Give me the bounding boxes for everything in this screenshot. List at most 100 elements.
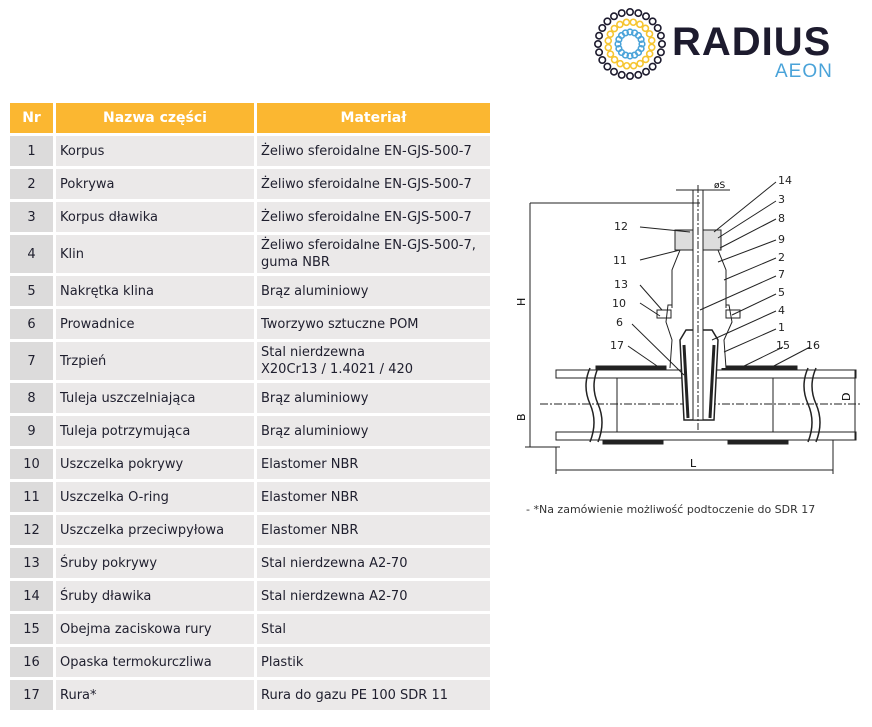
part-material: Elastomer NBR bbox=[257, 449, 490, 479]
logo-ring-dot bbox=[604, 36, 613, 45]
table-header: Nr Nazwa części Materiał bbox=[10, 103, 490, 133]
part-name: Uszczelka pokrywy bbox=[56, 449, 254, 479]
logo-ring-dot bbox=[629, 18, 638, 27]
part-material: Żeliwo sferoidalne EN-GJS-500-7 bbox=[257, 136, 490, 166]
logo-ring-dot bbox=[615, 44, 623, 53]
material-line-2: guma NBR bbox=[261, 255, 330, 270]
part-number: 8 bbox=[10, 383, 53, 413]
part-material: Żeliwo sferoidalne EN-GJS-500-7, guma NBR bbox=[257, 235, 490, 273]
logo-ring-dot bbox=[626, 8, 634, 16]
material-line: Stal nierdzewna A2-70 bbox=[261, 555, 408, 571]
logo-ring-dot bbox=[610, 55, 619, 64]
part-number: 10 bbox=[10, 449, 53, 479]
part-material: Stal nierdzewna X20Cr13 / 1.4021 / 420 bbox=[257, 342, 490, 380]
logo-ring-dot bbox=[609, 12, 618, 21]
part-name: Uszczelka przeciwpyłowa bbox=[56, 515, 254, 545]
logo-ring-dot bbox=[617, 70, 626, 79]
part-name: Śruby pokrywy bbox=[56, 548, 254, 578]
table-row: 14 Śruby dławika Stal nierdzewna A2-70 bbox=[10, 581, 490, 611]
table-row: 2 Pokrywa Żeliwo sferoidalne EN-GJS-500-… bbox=[10, 169, 490, 199]
logo-ring-dot bbox=[645, 50, 654, 58]
logo-ring-dot bbox=[616, 20, 624, 29]
part-name: Korpus bbox=[56, 136, 254, 166]
material-line: Elastomer NBR bbox=[261, 489, 359, 505]
logo-ring-dot bbox=[647, 36, 656, 45]
part-number: 5 bbox=[10, 276, 53, 306]
part-callout-13: 13 bbox=[614, 278, 628, 291]
table-row: 16 Opaska termokurczliwa Plastik bbox=[10, 647, 490, 677]
logo-ring-dot bbox=[598, 55, 607, 64]
material-line: Stal bbox=[261, 621, 286, 637]
table-row: 3 Korpus dławika Żeliwo sferoidalne EN-G… bbox=[10, 202, 490, 232]
part-name: Obejma zaciskowa rury bbox=[56, 614, 254, 644]
part-callout-14: 14 bbox=[778, 174, 792, 187]
part-name: Klin bbox=[56, 235, 254, 273]
part-material: Brąz aluminiowy bbox=[257, 276, 490, 306]
part-callout-12: 12 bbox=[614, 220, 628, 233]
logo-ring-dot bbox=[656, 48, 665, 57]
valve-cross-section-diagram: 14 3 8 12 9 11 2 7 13 5 10 4 6 1 17 15 16 H B D L øS bbox=[515, 174, 862, 474]
dim-H: H bbox=[515, 298, 528, 306]
part-material: Elastomer NBR bbox=[257, 482, 490, 512]
part-name: Trzpień bbox=[56, 342, 254, 380]
part-number: 13 bbox=[10, 548, 53, 578]
part-callout-6: 6 bbox=[616, 316, 623, 329]
material-line: Tworzywo sztuczne POM bbox=[261, 316, 419, 332]
part-number: 1 bbox=[10, 136, 53, 166]
part-material: Stal bbox=[257, 614, 490, 644]
material-line: Brąz aluminiowy bbox=[261, 390, 369, 406]
part-name: Nakrętka klina bbox=[56, 276, 254, 306]
part-callout-11: 11 bbox=[613, 254, 627, 267]
logo-ring-dot bbox=[636, 20, 644, 29]
logo-ring-dot bbox=[622, 18, 631, 27]
part-callout-15: 15 bbox=[776, 339, 790, 352]
table-row: 5 Nakrętka klina Brąz aluminiowy bbox=[10, 276, 490, 306]
part-number: 16 bbox=[10, 647, 53, 677]
part-material: Żeliwo sferoidalne EN-GJS-500-7 bbox=[257, 202, 490, 232]
material-line: Rura do gazu PE 100 SDR 11 bbox=[261, 687, 448, 703]
part-callout-7: 7 bbox=[778, 268, 785, 281]
order-note: - *Na zamówienie możliwość podtoczenie d… bbox=[526, 503, 816, 516]
part-callout-4: 4 bbox=[778, 304, 785, 317]
logo-ring-dot bbox=[603, 62, 612, 71]
logo-ring-dot bbox=[629, 61, 638, 70]
part-number: 4 bbox=[10, 235, 53, 273]
logo-ring-dot bbox=[614, 40, 622, 48]
part-callout-8: 8 bbox=[778, 212, 785, 225]
part-material: Żeliwo sferoidalne EN-GJS-500-7 bbox=[257, 169, 490, 199]
logo-ring-dot bbox=[648, 17, 657, 26]
table-row: 15 Obejma zaciskowa rury Stal bbox=[10, 614, 490, 644]
table-row: 17 Rura* Rura do gazu PE 100 SDR 11 bbox=[10, 680, 490, 710]
logo-ring-dot bbox=[606, 30, 615, 38]
table-row: 10 Uszczelka pokrywy Elastomer NBR bbox=[10, 449, 490, 479]
table-row: 1 Korpus Żeliwo sferoidalne EN-GJS-500-7 bbox=[10, 136, 490, 166]
logo-ring-dot bbox=[656, 31, 665, 40]
logo-ring-dot bbox=[634, 9, 643, 18]
part-callout-1: 1 bbox=[778, 321, 785, 334]
dim-D: D bbox=[840, 393, 853, 401]
logo-ring-dot bbox=[595, 31, 604, 40]
part-number: 9 bbox=[10, 416, 53, 446]
part-callout-3: 3 bbox=[778, 193, 785, 206]
material-line-2: X20Cr13 / 1.4021 / 420 bbox=[261, 362, 414, 377]
part-name: Opaska termokurczliwa bbox=[56, 647, 254, 677]
part-material: Brąz aluminiowy bbox=[257, 416, 490, 446]
part-material: Brąz aluminiowy bbox=[257, 383, 490, 413]
part-number: 14 bbox=[10, 581, 53, 611]
material-line: Stal nierdzewna A2-70 bbox=[261, 588, 408, 604]
dim-B: B bbox=[515, 413, 528, 421]
header-material: Materiał bbox=[257, 103, 490, 133]
material-line: Stal nierdzewna bbox=[261, 345, 365, 360]
table-row: 8 Tuleja uszczelniająca Brąz aluminiowy bbox=[10, 383, 490, 413]
logo-ring-dot bbox=[616, 59, 624, 68]
parts-table: Nr Nazwa części Materiał 1 Korpus Żeliwo… bbox=[7, 100, 493, 713]
material-line: Żeliwo sferoidalne EN-GJS-500-7 bbox=[261, 143, 472, 159]
material-line: Żeliwo sferoidalne EN-GJS-500-7 bbox=[261, 209, 472, 225]
header-nr: Nr bbox=[10, 103, 53, 133]
part-callout-9: 9 bbox=[778, 233, 785, 246]
logo-ring-dot bbox=[641, 55, 650, 64]
part-name: Tuleja potrzymująca bbox=[56, 416, 254, 446]
logo-ring-dot bbox=[636, 59, 644, 68]
material-line: Plastik bbox=[261, 654, 304, 670]
part-name: Rura* bbox=[56, 680, 254, 710]
